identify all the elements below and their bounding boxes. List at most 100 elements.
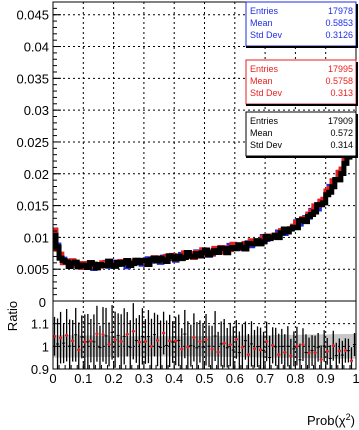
y-tick-label: 0.035 bbox=[16, 71, 49, 86]
ratio-point bbox=[349, 359, 353, 363]
x-tick-label: 0.4 bbox=[165, 371, 183, 386]
ratio-points bbox=[53, 329, 353, 363]
ratio-point bbox=[228, 343, 232, 347]
y-tick-label: 0.04 bbox=[24, 40, 49, 55]
stat-value: 0.314 bbox=[330, 140, 353, 150]
ratio-point bbox=[186, 345, 190, 349]
ratio-point bbox=[307, 351, 311, 355]
ratio-point bbox=[325, 349, 329, 353]
ratio-point bbox=[125, 332, 129, 336]
ratio-point bbox=[246, 353, 250, 357]
x-tick-label: 1 bbox=[352, 371, 359, 386]
x-tick-label: 0.7 bbox=[256, 371, 274, 386]
y-tick-label: 0.02 bbox=[24, 167, 49, 182]
ratio-point bbox=[283, 350, 287, 354]
x-tick-label: 0.5 bbox=[195, 371, 213, 386]
stat-value: 17909 bbox=[328, 116, 353, 126]
y-tick-label: 0.045 bbox=[16, 8, 49, 23]
ratio-panel: 0.9 1 1.1 0 0.1 0.2 0.3 0.4 0.5 0.6 0.7 0.8 0.9 1 bbox=[31, 300, 359, 386]
stat-value: 0.5758 bbox=[325, 76, 353, 86]
x-tick-label: 0.6 bbox=[226, 371, 244, 386]
stat-label: Std Dev bbox=[250, 88, 283, 98]
ratio-point bbox=[192, 335, 196, 339]
ratio-point bbox=[107, 342, 111, 346]
ratio-point bbox=[156, 338, 160, 342]
x-axis-title: Prob(χ2) bbox=[307, 412, 355, 428]
y-tick-label: 0.01 bbox=[24, 230, 49, 245]
stat-box-1: Entries 17978 Mean 0.5853 Std Dev 0.3126 bbox=[245, 1, 358, 48]
ratio-point bbox=[198, 339, 202, 343]
ratio-y-tick-label: 1 bbox=[42, 339, 49, 354]
distribution-panel: 0.005 0.01 0.015 0.02 0.025 0.03 0.035 0.04 0.04… bbox=[16, 1, 358, 302]
ratio-point bbox=[162, 331, 166, 335]
ratio-point bbox=[119, 339, 123, 343]
ratio-point bbox=[131, 329, 135, 333]
ratio-point bbox=[180, 347, 184, 351]
ratio-point bbox=[252, 347, 256, 351]
x-tick-label: 0 bbox=[49, 371, 56, 386]
ratio-point bbox=[204, 338, 208, 342]
ratio-point bbox=[295, 344, 299, 348]
stat-box-2: Entries 17995 Mean 0.5758 Std Dev 0.313 bbox=[245, 59, 358, 106]
ratio-y-tick-label: 1.1 bbox=[31, 317, 49, 332]
ratio-point bbox=[59, 336, 63, 340]
x-tick-label: 0.3 bbox=[135, 371, 153, 386]
ratio-y-tick-label: 0.9 bbox=[31, 362, 49, 377]
distribution-y-axis: 0.005 0.01 0.015 0.02 0.025 0.03 0.035 0.04 0.04… bbox=[16, 8, 61, 296]
ratio-x-axis: 0 0.1 0.2 0.3 0.4 0.5 0.6 0.7 0.8 0.9 1 bbox=[49, 361, 359, 386]
stat-label: Entries bbox=[250, 6, 279, 16]
stat-value: 17978 bbox=[328, 6, 353, 16]
ratio-point bbox=[271, 343, 275, 347]
ratio-axis-title: Ratio bbox=[5, 301, 20, 331]
ratio-point bbox=[149, 344, 153, 348]
ratio-point bbox=[89, 339, 93, 343]
ratio-point bbox=[174, 339, 178, 343]
stat-label: Entries bbox=[250, 116, 279, 126]
stat-box-3: Entries 17909 Mean 0.572 Std Dev 0.314 bbox=[245, 111, 358, 158]
ratio-point bbox=[259, 348, 263, 352]
ratio-point bbox=[319, 358, 323, 362]
y-tick-label: 0.005 bbox=[16, 262, 49, 277]
ratio-point bbox=[277, 353, 281, 357]
ratio-point bbox=[337, 349, 341, 353]
stat-label: Mean bbox=[250, 18, 273, 28]
ratio-point bbox=[77, 348, 81, 352]
stat-label: Std Dev bbox=[250, 140, 283, 150]
ratio-point bbox=[101, 332, 105, 336]
ratio-point bbox=[343, 349, 347, 353]
ratio-y-axis: 0.9 1 1.1 bbox=[31, 317, 61, 377]
stat-value: 0.572 bbox=[330, 128, 353, 138]
top-axis-zero-label: 0 bbox=[39, 295, 46, 310]
x-tick-label: 0.9 bbox=[317, 371, 335, 386]
stat-label: Std Dev bbox=[250, 30, 283, 40]
stat-label: Mean bbox=[250, 76, 273, 86]
stat-value: 0.5853 bbox=[325, 18, 353, 28]
stat-value: 0.313 bbox=[330, 88, 353, 98]
y-tick-label: 0.03 bbox=[24, 103, 49, 118]
ratio-point bbox=[234, 337, 238, 341]
stat-value: 0.3126 bbox=[325, 30, 353, 40]
ratio-point bbox=[168, 339, 172, 343]
x-tick-label: 0.2 bbox=[105, 371, 123, 386]
ratio-point bbox=[95, 332, 99, 336]
distribution-grid bbox=[53, 2, 356, 301]
ratio-point bbox=[113, 338, 117, 342]
stat-box-frame bbox=[245, 111, 357, 157]
ratio-point bbox=[265, 339, 269, 343]
ratio-point bbox=[137, 340, 141, 344]
y-tick-label: 0.015 bbox=[16, 199, 49, 214]
ratio-point bbox=[313, 351, 317, 355]
stat-value: 17995 bbox=[328, 64, 353, 74]
distribution-histograms bbox=[53, 129, 356, 272]
ratio-point bbox=[289, 354, 293, 358]
ratio-point bbox=[83, 340, 87, 344]
ratio-point bbox=[71, 339, 75, 343]
x-tick-label: 0.1 bbox=[74, 371, 92, 386]
ratio-point bbox=[143, 339, 147, 343]
ratio-point bbox=[301, 343, 305, 347]
ratio-point bbox=[210, 347, 214, 351]
stat-label: Entries bbox=[250, 64, 279, 74]
histogram-series-3 bbox=[53, 137, 356, 271]
